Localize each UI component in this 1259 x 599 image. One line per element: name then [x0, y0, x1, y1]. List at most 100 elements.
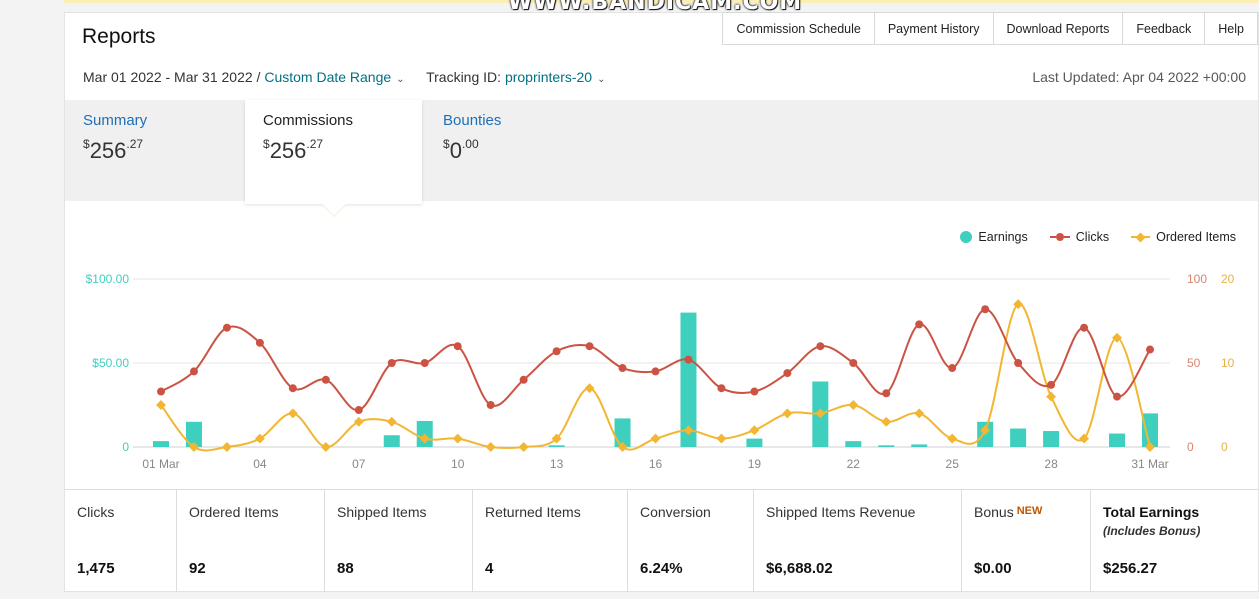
tab-summary-label: Summary	[83, 112, 148, 129]
ordered-items-point	[980, 425, 991, 436]
legend-clicks-label: Clicks	[1075, 230, 1110, 244]
ordered-items-point	[1013, 299, 1024, 310]
notification-strip	[64, 0, 1259, 3]
legend-earnings-label: Earnings	[978, 230, 1028, 244]
metric-label: Total Earnings (Includes Bonus)	[1103, 504, 1246, 538]
ordered-items-point	[320, 442, 331, 452]
clicks-marker-icon	[1049, 233, 1070, 241]
x-axis-tick: 25	[946, 457, 960, 471]
metric-value: $0.00	[974, 560, 1012, 577]
custom-date-range-dropdown[interactable]: Custom Date Range ⌄	[264, 69, 404, 85]
legend-ordered-label: Ordered Items	[1156, 230, 1236, 244]
clicks-point	[948, 364, 957, 373]
ordered-items-point	[518, 442, 529, 452]
clicks-point	[288, 384, 297, 393]
ordered-items-point	[353, 416, 364, 427]
ordered-items-point	[782, 408, 793, 419]
clicks-point	[1146, 345, 1154, 354]
metric-label: Clicks	[77, 504, 115, 520]
tab-feedback[interactable]: Feedback	[1123, 12, 1206, 45]
legend-earnings[interactable]: Earnings	[960, 230, 1028, 244]
currency-symbol: $	[443, 137, 450, 151]
earnings-bar	[911, 444, 928, 447]
metric-clicks: Clicks 1,475	[65, 490, 177, 592]
legend-ordered-items[interactable]: Ordered Items	[1131, 230, 1236, 244]
clicks-point	[915, 320, 924, 329]
tab-summary[interactable]: Summary $256.27	[65, 100, 245, 200]
tab-bounties-label: Bounties	[443, 112, 502, 129]
x-axis-tick: 28	[1044, 457, 1058, 471]
chevron-down-icon: ⌄	[597, 74, 606, 85]
ordered-items-point	[485, 442, 496, 452]
tracking-id-dropdown[interactable]: proprinters-20 ⌄	[505, 69, 606, 85]
tab-help[interactable]: Help	[1205, 12, 1258, 45]
earnings-bar	[383, 435, 400, 447]
earnings-bar	[1109, 433, 1126, 447]
custom-date-range-label: Custom Date Range	[264, 69, 392, 85]
bounties-amount: $0.00	[443, 137, 587, 164]
metric-label: Conversion	[640, 504, 711, 520]
ordered-items-point	[815, 408, 826, 419]
tab-download-reports[interactable]: Download Reports	[993, 12, 1124, 45]
clicks-point	[585, 342, 594, 351]
top-tabs: Commission Schedule Payment History Down…	[722, 12, 1258, 45]
ordered-items-point	[156, 400, 166, 410]
ordered-items-point	[386, 416, 397, 427]
tab-payment-history[interactable]: Payment History	[874, 12, 994, 45]
amount-cents: .00	[461, 137, 479, 151]
clicks-point	[783, 369, 792, 378]
filter-row: Mar 01 2022 - Mar 31 2022 / Custom Date …	[83, 69, 1246, 89]
watermark: WWW.BANDICAM.COM	[508, 0, 803, 15]
earnings-bar	[878, 445, 895, 447]
x-axis-tick: 07	[352, 457, 366, 471]
new-badge: NEW	[1016, 505, 1043, 517]
clicks-axis-tick: 50	[1187, 356, 1201, 370]
last-updated: Last Updated: Apr 04 2022 +00:00	[1032, 69, 1246, 85]
x-axis-tick: 16	[649, 457, 663, 471]
metric-returned-items: Returned Items 4	[473, 490, 628, 592]
content-tabs: Summary $256.27 Commissions $256.27 Boun…	[65, 100, 1258, 204]
clicks-point	[255, 338, 264, 347]
ordered-items-point	[221, 442, 232, 452]
ordered-items-point	[452, 433, 463, 444]
clicks-point	[420, 359, 429, 367]
earnings-bar	[746, 438, 763, 447]
ordered-items-point	[683, 425, 694, 436]
earnings-bar	[1142, 413, 1158, 447]
bonus-label: Bonus	[974, 504, 1014, 520]
metrics-row: Clicks 1,475 Ordered Items 92 Shipped It…	[65, 489, 1258, 592]
tab-bounties[interactable]: Bounties $0.00	[425, 100, 605, 200]
clicks-point	[387, 359, 396, 367]
tracking-id-value: proprinters-20	[504, 69, 593, 85]
earnings-bar	[680, 312, 697, 447]
metric-label: Shipped Items	[337, 504, 427, 520]
ordered-axis-tick: 10	[1221, 356, 1235, 370]
metric-value: $6,688.02	[766, 560, 833, 577]
earnings-bar	[153, 441, 169, 447]
clicks-point	[1047, 380, 1056, 389]
x-axis-tick: 01 Mar	[142, 457, 179, 471]
tracking-id-label: Tracking ID:	[426, 69, 502, 85]
tab-commission-schedule[interactable]: Commission Schedule	[722, 12, 875, 45]
summary-amount: $256.27	[83, 137, 227, 164]
metric-value: $256.27	[1103, 560, 1158, 577]
date-range-text: Mar 01 2022 - Mar 31 2022 /	[83, 69, 261, 85]
x-axis-tick: 22	[847, 457, 861, 471]
metric-label: Returned Items	[485, 504, 581, 520]
earnings-bar	[185, 421, 202, 447]
clicks-point	[750, 387, 759, 396]
metric-ordered-items: Ordered Items 92	[177, 490, 325, 592]
ordered-axis-tick: 20	[1221, 272, 1235, 286]
earnings-bar	[1010, 428, 1027, 447]
total-earnings-sublabel: (Includes Bonus)	[1103, 524, 1201, 538]
clicks-axis-tick: 0	[1187, 440, 1194, 454]
chart-legend: Earnings Clicks Ordered Items	[960, 230, 1236, 244]
ordered-items-point	[881, 416, 892, 427]
currency-symbol: $	[83, 137, 90, 151]
ordered-items-point	[1046, 391, 1057, 402]
ordered-items-point	[1112, 332, 1122, 343]
tab-commissions[interactable]: Commissions $256.27	[245, 100, 422, 204]
legend-clicks[interactable]: Clicks	[1049, 230, 1110, 244]
left-axis-tick: $100.00	[86, 272, 130, 286]
